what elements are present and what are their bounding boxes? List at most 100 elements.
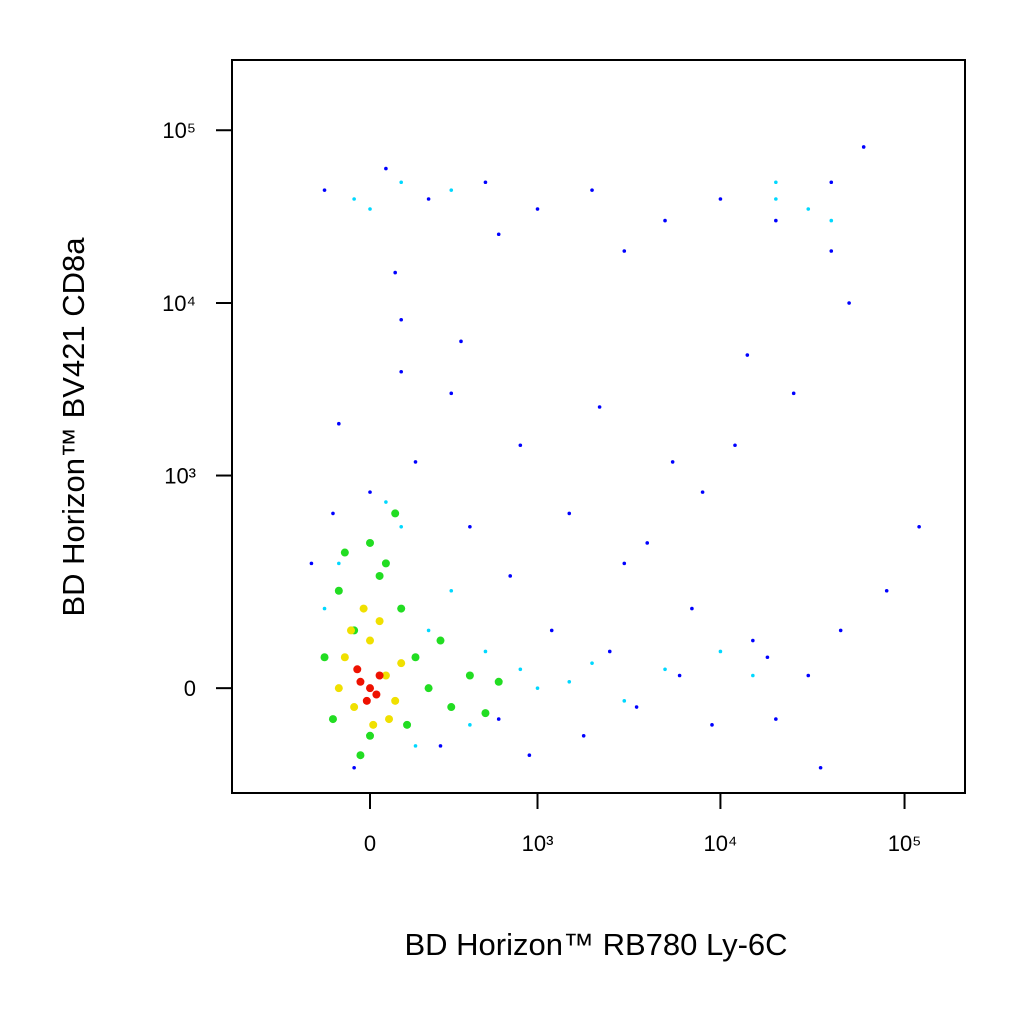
data-point [347,626,356,635]
y-tick-label: 10³ [164,464,196,489]
data-point [356,751,365,760]
y-axis-title: BD Horizon™ BV421 CD8a [56,237,91,617]
data-point [362,696,371,705]
data-point [581,733,586,738]
data-point [700,490,705,494]
data-point [590,188,594,192]
data-point [366,684,375,693]
data-point [449,188,454,192]
data-point [710,723,714,727]
data-point [774,197,778,201]
data-point [663,667,667,672]
data-point [397,604,406,613]
data-point [328,715,337,724]
data-point [745,353,750,357]
data-point [438,744,443,748]
data-point [829,218,834,223]
data-point [399,524,404,529]
data-point [622,699,627,703]
data-point [884,588,889,593]
data-point [774,180,778,185]
data-point [359,604,368,613]
data-point [459,339,463,344]
data-point [829,180,834,185]
data-point [356,677,365,686]
data-point [718,197,723,201]
data-point [426,628,431,633]
data-point [590,661,594,665]
data-point [369,720,378,729]
data-point [535,207,540,211]
data-point [375,571,384,580]
data-point [368,490,372,494]
data-point [806,207,811,211]
data-point [527,753,532,757]
data-point [447,703,456,712]
data-point [399,180,404,185]
data-point [436,636,445,645]
data-point [818,765,823,770]
data-point [597,405,602,409]
x-tick-label: 10⁵ [888,831,922,856]
data-point [384,166,388,171]
x-tick-label: 10⁴ [703,831,737,856]
data-point [337,561,341,566]
data-point [340,548,349,557]
data-point [411,653,420,662]
data-point [331,511,335,516]
data-point [449,391,454,396]
data-point [350,703,359,712]
data-point [413,744,418,748]
data-point [806,673,811,678]
data-point [309,561,314,566]
data-point [426,197,431,201]
data-point [393,270,397,275]
data-point [861,145,866,149]
data-point [449,588,454,593]
data-point [352,765,356,770]
data-point [322,606,327,611]
data-point [481,709,490,718]
data-point [518,667,523,672]
data-point [670,460,675,464]
data-point [403,720,412,729]
data-point [917,524,921,529]
data-point [634,705,639,709]
data-point [366,731,375,740]
data-point [751,673,755,678]
data-point [424,684,433,693]
data-point [847,301,851,305]
data-point [508,574,513,578]
y-tick-label: 10⁴ [162,291,196,316]
data-point [622,561,627,566]
data-point [372,690,381,699]
data-point [375,671,384,680]
data-point [690,606,694,611]
data-point [337,421,341,426]
data-point [567,511,572,516]
data-point [413,460,418,464]
data-point [607,649,612,654]
data-point [496,232,501,237]
x-tick-label: 0 [364,831,376,856]
data-point [352,197,356,201]
data-point [375,617,384,626]
data-point [353,665,362,674]
data-point [391,509,400,518]
data-point [567,680,572,684]
data-point [645,541,650,545]
data-point [483,180,488,185]
data-point [518,443,523,448]
data-point [334,586,343,595]
data-point [340,653,349,662]
data-point [399,317,404,322]
plot-frame [231,59,966,794]
data-point [838,628,843,633]
data-point [381,559,390,568]
data-point [391,696,400,705]
data-point [494,677,503,686]
data-point [384,500,388,504]
data-point [468,723,472,727]
data-point [718,649,723,654]
